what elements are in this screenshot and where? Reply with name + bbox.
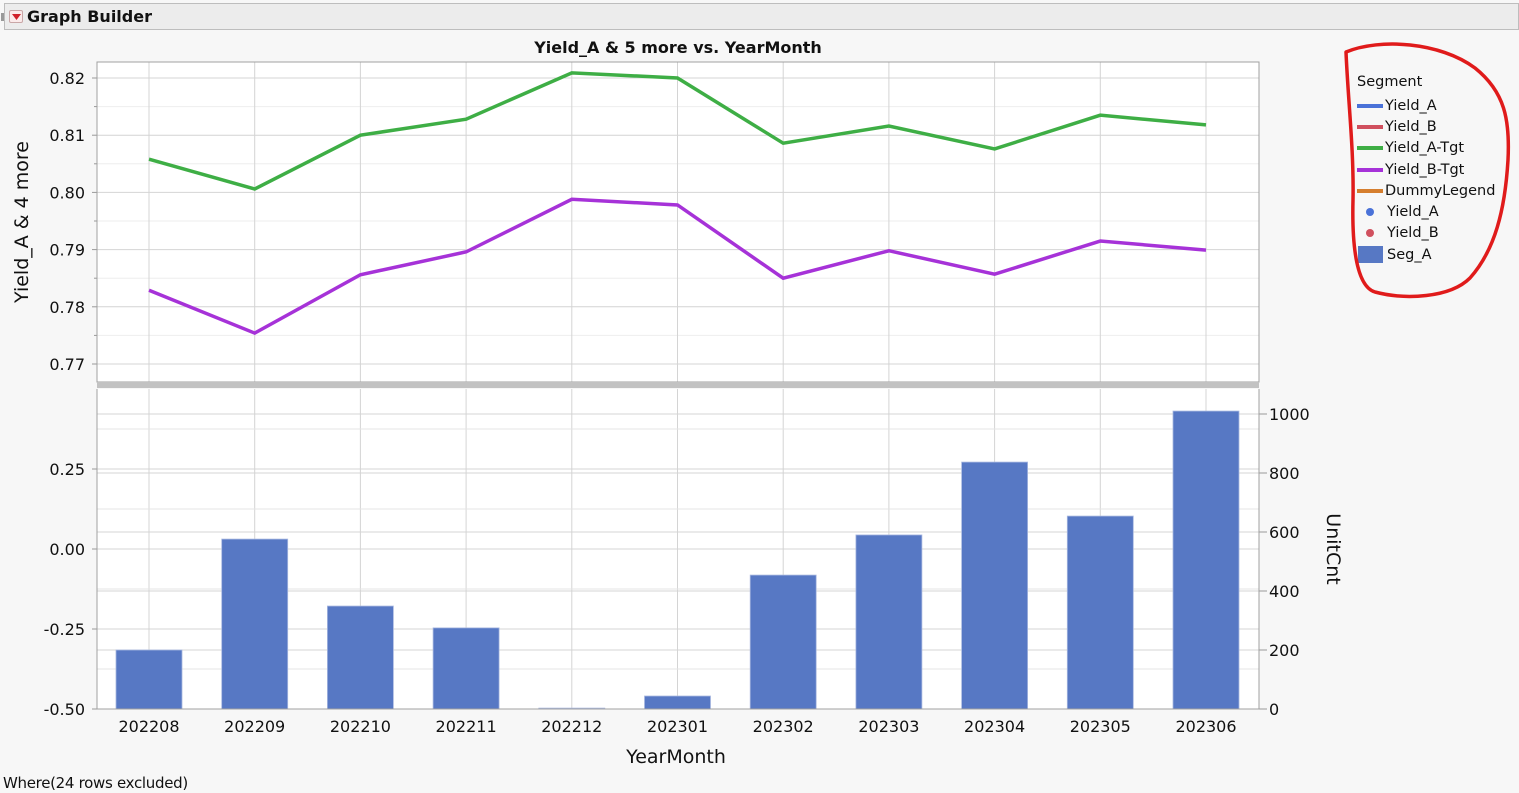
line-swatch-icon	[1357, 124, 1383, 129]
bottom-right-y-tick-label: 0	[1269, 700, 1279, 719]
x-tick-label: 202210	[330, 717, 391, 736]
x-tick-label: 202303	[858, 717, 919, 736]
legend-swatch	[1357, 118, 1383, 136]
top-y-tick-label: 0.77	[49, 355, 85, 374]
bar-202211[interactable]	[432, 627, 500, 710]
red-triangle-menu-button[interactable]	[9, 10, 23, 23]
top-y-axis-title[interactable]: Yield_A & 4 more	[11, 141, 33, 304]
top-y-tick-label: 0.79	[49, 241, 85, 260]
legend-label: Yield_B-Tgt	[1385, 161, 1465, 178]
bar-202306[interactable]	[1172, 410, 1240, 710]
resize-handle[interactable]	[1, 13, 4, 21]
legend-swatch	[1357, 97, 1383, 115]
bar-202209[interactable]	[221, 538, 289, 710]
legend-label: Yield_A	[1385, 97, 1437, 114]
window-title: Graph Builder	[27, 7, 152, 26]
x-tick-label: 202306	[1175, 717, 1236, 736]
legend-item-yield-b-dot[interactable]: Yield_B	[1357, 223, 1495, 244]
legend-item-yield-b-line[interactable]: Yield_B	[1357, 116, 1495, 137]
legend-title: Segment	[1357, 74, 1423, 90]
legend-swatch	[1357, 182, 1383, 200]
dot-marker-icon	[1366, 208, 1374, 217]
bottom-right-y-tick-label: 1000	[1269, 405, 1310, 424]
bar-202301[interactable]	[644, 695, 711, 710]
legend-swatch	[1357, 161, 1383, 179]
line-swatch-icon	[1357, 167, 1383, 172]
legend-swatch	[1357, 139, 1383, 157]
top-y-tick-label: 0.80	[49, 183, 85, 202]
legend-label: Yield_B	[1385, 118, 1437, 135]
legend-label: Seg_A	[1387, 246, 1432, 263]
legend-item-yield-a-tgt-line[interactable]: Yield_A-Tgt	[1357, 138, 1495, 159]
legend-item-yield-a-dot[interactable]: Yield_A	[1357, 201, 1495, 222]
panel-separator[interactable]	[97, 382, 1259, 388]
legend-label: Yield_B	[1387, 225, 1439, 242]
x-tick-label: 202305	[1070, 717, 1131, 736]
line-yield_a-tgt[interactable]	[148, 71, 1207, 191]
x-tick-label: 202209	[224, 717, 285, 736]
bar-202208[interactable]	[115, 649, 183, 710]
bar-swatch-icon	[1357, 246, 1383, 264]
right-y-axis-title[interactable]: UnitCnt	[1322, 513, 1344, 584]
legend-label: Yield_A-Tgt	[1385, 140, 1465, 157]
line-swatch-icon	[1357, 103, 1383, 108]
legend-swatch	[1357, 224, 1383, 242]
x-tick-label: 202212	[541, 717, 602, 736]
bottom-left-y-tick-label: 0.00	[49, 540, 85, 559]
x-tick-label: 202304	[964, 717, 1025, 736]
legend-item-yield-b-tgt-line[interactable]: Yield_B-Tgt	[1357, 159, 1495, 180]
bottom-left-y-tick-label: -0.25	[44, 620, 85, 639]
bar-202305[interactable]	[1066, 515, 1134, 710]
top-y-tick-label: 0.81	[49, 126, 85, 145]
legend[interactable]: Segment Yield_A Yield_B Yield_A-Tgt Yield_B…	[1357, 72, 1495, 265]
legend-item-seg-a-box[interactable]: Seg_A	[1357, 244, 1495, 265]
bar-202303[interactable]	[855, 534, 923, 710]
legend-swatch	[1357, 203, 1383, 221]
x-tick-label: 202211	[436, 717, 497, 736]
bottom-right-y-tick-label: 800	[1269, 464, 1300, 483]
x-tick-label: 202208	[118, 717, 179, 736]
x-tick-label: 202301	[647, 717, 708, 736]
bar-202304[interactable]	[961, 461, 1028, 710]
bottom-right-y-tick-label: 400	[1269, 582, 1300, 601]
red-triangle-disclosure-icon	[11, 13, 21, 20]
line-swatch-icon	[1357, 188, 1383, 193]
bottom-left-y-tick-label: -0.50	[44, 700, 85, 719]
legend-label: DummyLegend	[1385, 182, 1496, 199]
x-tick-label: 202302	[753, 717, 814, 736]
line-yield_b-tgt[interactable]	[148, 197, 1207, 336]
bar-202302[interactable]	[749, 574, 817, 710]
legend-swatch	[1357, 246, 1383, 264]
bottom-right-y-tick-label: 600	[1269, 523, 1300, 542]
bar-202210[interactable]	[326, 605, 394, 710]
line-swatch-icon	[1357, 146, 1383, 151]
dot-marker-icon	[1366, 229, 1374, 238]
legend-item-yield-a-line[interactable]: Yield_A	[1357, 95, 1495, 116]
chart-title: Yield_A & 5 more vs. YearMonth	[534, 38, 822, 57]
graph-builder-header: Graph Builder	[1, 3, 1519, 30]
bottom-left-y-tick-label: 0.25	[49, 460, 85, 479]
x-axis-title[interactable]: YearMonth	[625, 746, 726, 768]
top-y-tick-label: 0.78	[49, 298, 85, 317]
bottom-right-y-tick-label: 200	[1269, 641, 1300, 660]
top-y-tick-label: 0.82	[49, 69, 85, 88]
legend-label: Yield_A	[1387, 204, 1439, 221]
where-filter-note: Where(24 rows excluded)	[3, 774, 188, 792]
legend-item-dummylegend-line[interactable]: DummyLegend	[1357, 180, 1495, 201]
